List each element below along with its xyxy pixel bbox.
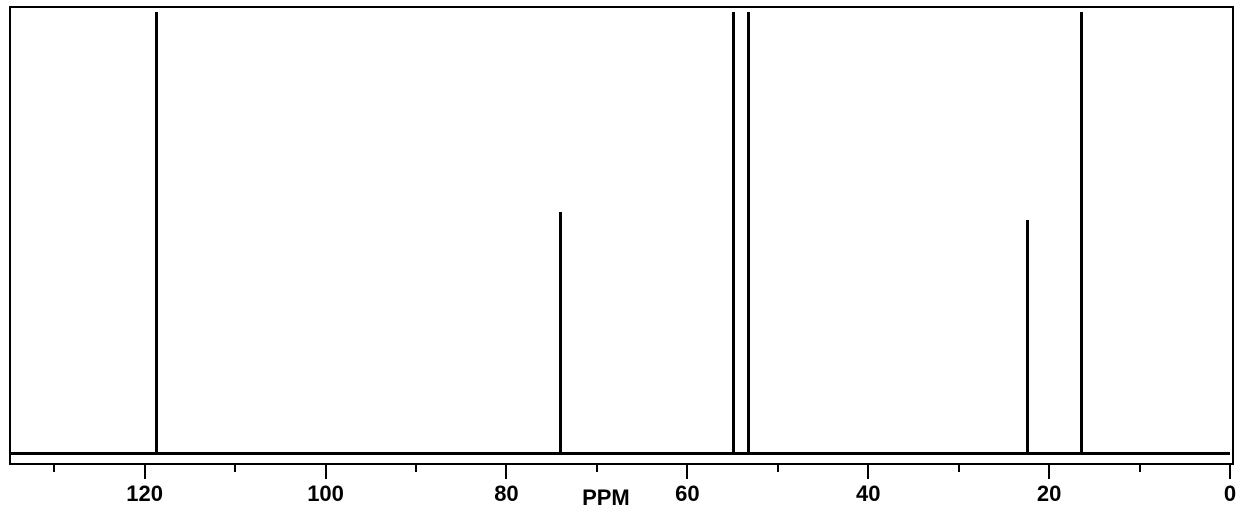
peak	[747, 12, 750, 452]
x-tick-minor	[53, 463, 55, 472]
peak	[1026, 220, 1029, 452]
x-tick-minor	[1139, 463, 1141, 472]
x-tick-label: 80	[494, 481, 518, 507]
plot-area	[9, 6, 1234, 465]
x-tick-label: 60	[675, 481, 699, 507]
x-tick-label: 0	[1224, 481, 1236, 507]
nmr-spectrum-figure: 0 20 40 60 80 100 120 PPM	[0, 0, 1240, 528]
x-tick-label: 40	[856, 481, 880, 507]
peak	[732, 12, 735, 452]
x-tick-label: 120	[126, 481, 163, 507]
peak	[155, 12, 158, 452]
x-tick-major	[325, 463, 327, 479]
x-tick-minor	[596, 463, 598, 472]
x-tick-minor	[234, 463, 236, 472]
x-tick-minor	[777, 463, 779, 472]
x-axis-label: PPM	[582, 485, 630, 511]
x-tick-label: 20	[1037, 481, 1061, 507]
baseline	[11, 452, 1230, 455]
x-tick-major	[1048, 463, 1050, 479]
x-tick-major	[686, 463, 688, 479]
peak	[559, 212, 562, 452]
x-tick-major	[1229, 463, 1231, 479]
peak	[1080, 12, 1083, 452]
x-tick-major	[144, 463, 146, 479]
x-tick-label: 100	[307, 481, 344, 507]
x-tick-minor	[958, 463, 960, 472]
x-tick-minor	[415, 463, 417, 472]
x-tick-major	[867, 463, 869, 479]
x-tick-major	[505, 463, 507, 479]
